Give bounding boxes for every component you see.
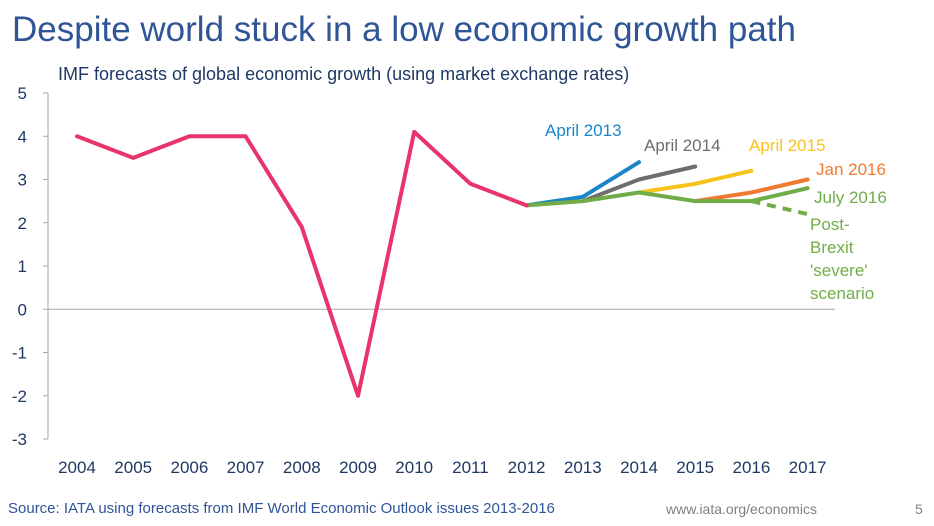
x-tick-label: 2010	[395, 458, 433, 477]
x-tick-label: 2012	[508, 458, 546, 477]
x-tick-label: 2004	[58, 458, 96, 477]
x-tick-label: 2008	[283, 458, 321, 477]
y-tick-label: 3	[18, 171, 27, 190]
x-tick-label: 2011	[452, 458, 489, 477]
series-line-post-brexit-severe-scenario	[750, 199, 809, 217]
series-line-april-2013	[524, 160, 641, 208]
y-tick-label: -3	[12, 430, 27, 449]
x-tick-label: 2017	[789, 458, 827, 477]
series-line-historical-growth	[75, 129, 529, 398]
series-annotation: April 2015	[749, 136, 826, 155]
series-annotation: Jan 2016	[816, 160, 886, 179]
series-annotation: April 2014	[644, 136, 721, 155]
x-tick-label: 2009	[339, 458, 377, 477]
slide-title: Despite world stuck in a low economic gr…	[12, 10, 796, 49]
y-tick-label: 0	[18, 300, 27, 319]
x-tick-label: 2016	[732, 458, 770, 477]
x-tick-label: 2006	[170, 458, 208, 477]
series-line-july-2016	[524, 186, 810, 208]
page-number: 5	[915, 501, 923, 517]
x-tick-label: 2005	[114, 458, 152, 477]
x-tick-label: 2014	[620, 458, 658, 477]
x-tick-label: 2013	[564, 458, 602, 477]
x-tick-label: 2015	[676, 458, 714, 477]
y-tick-label: 2	[18, 214, 27, 233]
y-tick-label: 5	[18, 84, 27, 103]
series-line-april-2014	[580, 164, 698, 204]
series-annotation: scenario	[810, 284, 874, 303]
series-annotation: Post-	[810, 215, 850, 234]
y-tick-label: -1	[12, 344, 27, 363]
series-annotation: 'severe'	[810, 261, 868, 280]
series-annotation: Brexit	[810, 238, 854, 257]
chart-title: IMF forecasts of global economic growth …	[58, 64, 630, 84]
source-note: Source: IATA using forecasts from IMF Wo…	[8, 500, 555, 517]
y-tick-label: -2	[12, 387, 27, 406]
y-tick-label: 1	[18, 257, 27, 276]
website-link[interactable]: www.iata.org/economics	[666, 501, 817, 517]
series-annotation: July 2016	[814, 188, 887, 207]
series-annotation: April 2013	[545, 121, 622, 140]
y-tick-label: 4	[18, 127, 27, 146]
x-tick-label: 2007	[227, 458, 265, 477]
